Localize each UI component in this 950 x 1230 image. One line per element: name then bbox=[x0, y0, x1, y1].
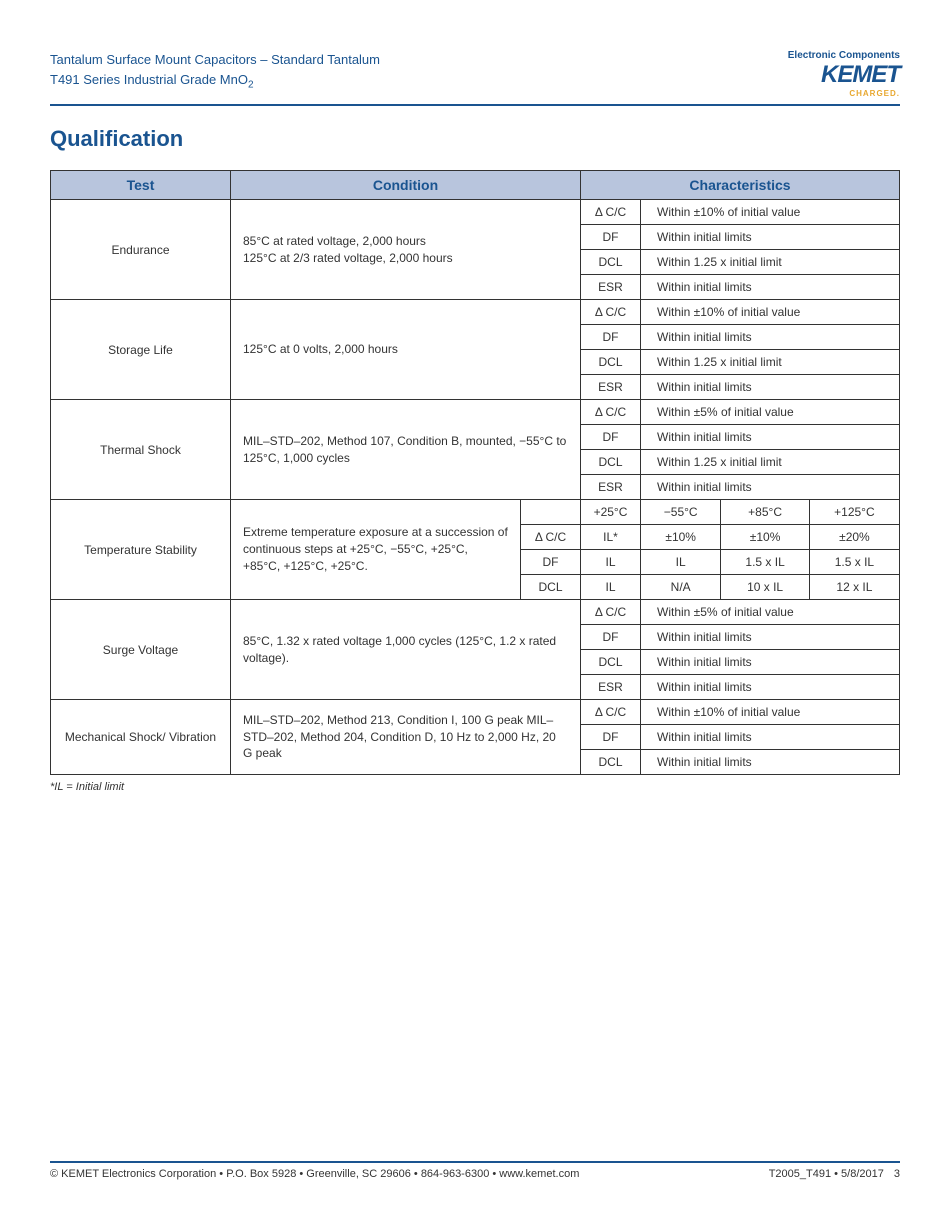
test-tempstab: Temperature Stability bbox=[51, 500, 231, 600]
kemet-logo: KEMET bbox=[788, 61, 900, 89]
logo-block: Electronic Components KEMET CHARGED. bbox=[788, 50, 900, 98]
test-mechanical: Mechanical Shock/ Vibration bbox=[51, 700, 231, 775]
char-label: DCL bbox=[581, 750, 641, 775]
char-cell: N/A bbox=[641, 575, 721, 600]
char-value: Within initial limits bbox=[641, 375, 900, 400]
cond-storage: 125°C at 0 volts, 2,000 hours bbox=[231, 300, 581, 400]
char-label: DCL bbox=[581, 650, 641, 675]
cond-tempstab: Extreme temperature exposure at a succes… bbox=[231, 500, 521, 600]
footnote: *IL = Initial limit bbox=[50, 781, 900, 793]
char-cell: ±20% bbox=[809, 525, 899, 550]
char-value: Within initial limits bbox=[641, 725, 900, 750]
logo-tagline: Electronic Components bbox=[788, 50, 900, 61]
char-value: Within initial limits bbox=[641, 425, 900, 450]
char-cell: 12 x IL bbox=[809, 575, 899, 600]
cond-endurance: 85°C at rated voltage, 2,000 hours 125°C… bbox=[231, 200, 581, 300]
char-label: Δ C/C bbox=[581, 600, 641, 625]
char-label: ESR bbox=[581, 475, 641, 500]
test-endurance: Endurance bbox=[51, 200, 231, 300]
char-value: Within initial limits bbox=[641, 650, 900, 675]
header-title-block: Tantalum Surface Mount Capacitors – Stan… bbox=[50, 50, 380, 92]
char-label: ESR bbox=[581, 675, 641, 700]
cond-thermal: MIL–STD–202, Method 107, Condition B, mo… bbox=[231, 400, 581, 500]
char-cell: +85°C bbox=[721, 500, 809, 525]
qualification-table: Test Condition Characteristics Endurance… bbox=[50, 170, 900, 775]
section-title: Qualification bbox=[50, 126, 900, 152]
char-label: Δ C/C bbox=[581, 400, 641, 425]
char-value: Within initial limits bbox=[641, 225, 900, 250]
char-value: Within ±5% of initial value bbox=[641, 400, 900, 425]
page-header: Tantalum Surface Mount Capacitors – Stan… bbox=[50, 50, 900, 106]
logo-charged: CHARGED. bbox=[788, 89, 900, 98]
header-line2: T491 Series Industrial Grade MnO2 bbox=[50, 70, 380, 93]
page-footer: © KEMET Electronics Corporation • P.O. B… bbox=[50, 1161, 900, 1180]
char-label: DF bbox=[581, 625, 641, 650]
footer-right: T2005_T491 • 5/8/2017 3 bbox=[769, 1168, 900, 1180]
char-value: Within 1.25 x initial limit bbox=[641, 450, 900, 475]
char-cell: 1.5 x IL bbox=[721, 550, 809, 575]
footer-left: © KEMET Electronics Corporation • P.O. B… bbox=[50, 1168, 579, 1180]
char-cell: IL bbox=[581, 575, 641, 600]
char-value: Within initial limits bbox=[641, 675, 900, 700]
char-label: ESR bbox=[581, 275, 641, 300]
header-line1: Tantalum Surface Mount Capacitors – Stan… bbox=[50, 50, 380, 70]
char-cell: ±10% bbox=[721, 525, 809, 550]
char-cell: IL bbox=[641, 550, 721, 575]
char-value: Within ±10% of initial value bbox=[641, 200, 900, 225]
footer-page: 3 bbox=[894, 1168, 900, 1180]
th-condition: Condition bbox=[231, 171, 581, 200]
footer-doc: T2005_T491 • 5/8/2017 bbox=[769, 1168, 884, 1180]
cond-surge: 85°C, 1.32 x rated voltage 1,000 cycles … bbox=[231, 600, 581, 700]
char-value: Within ±10% of initial value bbox=[641, 300, 900, 325]
char-label: ESR bbox=[581, 375, 641, 400]
test-storage: Storage Life bbox=[51, 300, 231, 400]
char-label: Δ C/C bbox=[581, 700, 641, 725]
char-label: DF bbox=[581, 325, 641, 350]
char-cell: +25°C bbox=[581, 500, 641, 525]
char-label: DCL bbox=[581, 350, 641, 375]
char-label: DF bbox=[581, 425, 641, 450]
char-label: DCL bbox=[581, 450, 641, 475]
char-label: Δ C/C bbox=[521, 525, 581, 550]
char-value: Within 1.25 x initial limit bbox=[641, 350, 900, 375]
char-cell: 1.5 x IL bbox=[809, 550, 899, 575]
test-surge: Surge Voltage bbox=[51, 600, 231, 700]
char-value: Within 1.25 x initial limit bbox=[641, 250, 900, 275]
cond-mechanical: MIL–STD–202, Method 213, Condition I, 10… bbox=[231, 700, 581, 775]
char-label: Δ C/C bbox=[581, 200, 641, 225]
char-label: DF bbox=[581, 225, 641, 250]
char-label: DF bbox=[581, 725, 641, 750]
char-cell: IL bbox=[581, 550, 641, 575]
char-cell: +125°C bbox=[809, 500, 899, 525]
char-cell: ±10% bbox=[641, 525, 721, 550]
char-value: Within initial limits bbox=[641, 625, 900, 650]
char-cell: IL* bbox=[581, 525, 641, 550]
char-value: Within ±5% of initial value bbox=[641, 600, 900, 625]
char-label bbox=[521, 500, 581, 525]
char-value: Within initial limits bbox=[641, 475, 900, 500]
char-label: DF bbox=[521, 550, 581, 575]
char-value: Within initial limits bbox=[641, 750, 900, 775]
char-label: DCL bbox=[521, 575, 581, 600]
char-value: Within initial limits bbox=[641, 325, 900, 350]
char-cell: 10 x IL bbox=[721, 575, 809, 600]
test-thermal: Thermal Shock bbox=[51, 400, 231, 500]
char-cell: −55°C bbox=[641, 500, 721, 525]
th-characteristics: Characteristics bbox=[581, 171, 900, 200]
char-label: DCL bbox=[581, 250, 641, 275]
char-value: Within ±10% of initial value bbox=[641, 700, 900, 725]
char-label: Δ C/C bbox=[581, 300, 641, 325]
th-test: Test bbox=[51, 171, 231, 200]
char-value: Within initial limits bbox=[641, 275, 900, 300]
